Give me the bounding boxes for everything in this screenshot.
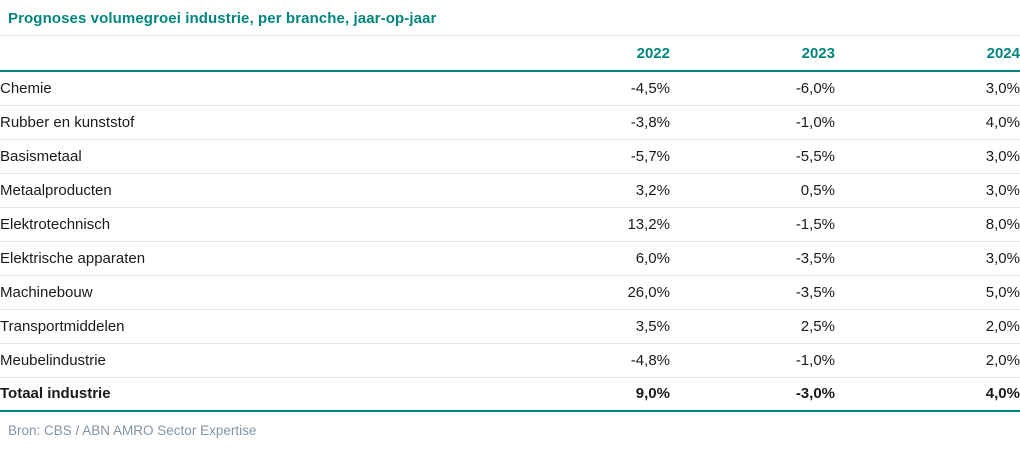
value-cell-2022: 6,0% (505, 241, 670, 276)
table-row: Elektrotechnisch 13,2% -1,5% 8,0% (0, 207, 1020, 242)
source-note: Bron: CBS / ABN AMRO Sector Expertise (8, 423, 257, 438)
value-cell-2023: -6,0% (670, 71, 835, 106)
forecast-figure: Prognoses volumegroei industrie, per bra… (0, 0, 1020, 438)
table-row: Machinebouw 26,0% -3,5% 5,0% (0, 275, 1020, 310)
value-cell-2023: -3,5% (670, 241, 835, 276)
row-label: Basismetaal (0, 139, 505, 174)
header-year-2024: 2024 (835, 36, 1020, 72)
value-cell-2023: -3,0% (670, 377, 835, 412)
value-cell-2022: -4,8% (505, 343, 670, 378)
table-header: 2022 2023 2024 (0, 36, 1020, 72)
header-year-2023: 2023 (670, 36, 835, 72)
row-label: Elektrische apparaten (0, 241, 505, 276)
table-body: Chemie -4,5% -6,0% 3,0% Rubber en kunststof -… (0, 71, 1020, 412)
value-cell-2024: 8,0% (835, 207, 1020, 242)
value-cell-2023: 2,5% (670, 309, 835, 344)
page-title: Prognoses volumegroei industrie, per bra… (0, 0, 1020, 36)
value-cell-2022: -3,8% (505, 105, 670, 140)
row-label: Metaalproducten (0, 173, 505, 208)
value-cell-2024: 3,0% (835, 241, 1020, 276)
value-cell-2022: 9,0% (505, 377, 670, 412)
table-row: Basismetaal -5,7% -5,5% 3,0% (0, 139, 1020, 174)
value-cell-2022: 3,5% (505, 309, 670, 344)
table-row-total: Totaal industrie 9,0% -3,0% 4,0% (0, 377, 1020, 412)
table-row: Chemie -4,5% -6,0% 3,0% (0, 71, 1020, 106)
value-cell-2023: -3,5% (670, 275, 835, 310)
table-row: Meubelindustrie -4,8% -1,0% 2,0% (0, 343, 1020, 378)
value-cell-2024: 4,0% (835, 105, 1020, 140)
row-label: Elektrotechnisch (0, 207, 505, 242)
table-row: Elektrische apparaten 6,0% -3,5% 3,0% (0, 241, 1020, 276)
value-cell-2023: -5,5% (670, 139, 835, 174)
value-cell-2024: 4,0% (835, 377, 1020, 412)
value-cell-2023: -1,0% (670, 105, 835, 140)
value-cell-2024: 3,0% (835, 173, 1020, 208)
table-row: Metaalproducten 3,2% 0,5% 3,0% (0, 173, 1020, 208)
value-cell-2022: 26,0% (505, 275, 670, 310)
value-cell-2023: 0,5% (670, 173, 835, 208)
row-label: Chemie (0, 71, 505, 106)
value-cell-2022: -5,7% (505, 139, 670, 174)
row-label: Rubber en kunststof (0, 105, 505, 140)
row-label: Transportmiddelen (0, 309, 505, 344)
table-row: Rubber en kunststof -3,8% -1,0% 4,0% (0, 105, 1020, 140)
header-branch-empty (0, 36, 505, 72)
value-cell-2024: 3,0% (835, 71, 1020, 106)
header-year-2022: 2022 (505, 36, 670, 72)
forecast-table: 2022 2023 2024 Chemie -4,5% -6,0% 3,0% Rubbe… (0, 36, 1020, 412)
value-cell-2024: 5,0% (835, 275, 1020, 310)
row-label: Totaal industrie (0, 377, 505, 412)
value-cell-2023: -1,5% (670, 207, 835, 242)
row-label: Meubelindustrie (0, 343, 505, 378)
row-label: Machinebouw (0, 275, 505, 310)
value-cell-2023: -1,0% (670, 343, 835, 378)
value-cell-2022: 3,2% (505, 173, 670, 208)
header-row: 2022 2023 2024 (0, 36, 1020, 72)
value-cell-2024: 2,0% (835, 343, 1020, 378)
value-cell-2022: -4,5% (505, 71, 670, 106)
table-row: Transportmiddelen 3,5% 2,5% 2,0% (0, 309, 1020, 344)
value-cell-2024: 3,0% (835, 139, 1020, 174)
value-cell-2024: 2,0% (835, 309, 1020, 344)
value-cell-2022: 13,2% (505, 207, 670, 242)
